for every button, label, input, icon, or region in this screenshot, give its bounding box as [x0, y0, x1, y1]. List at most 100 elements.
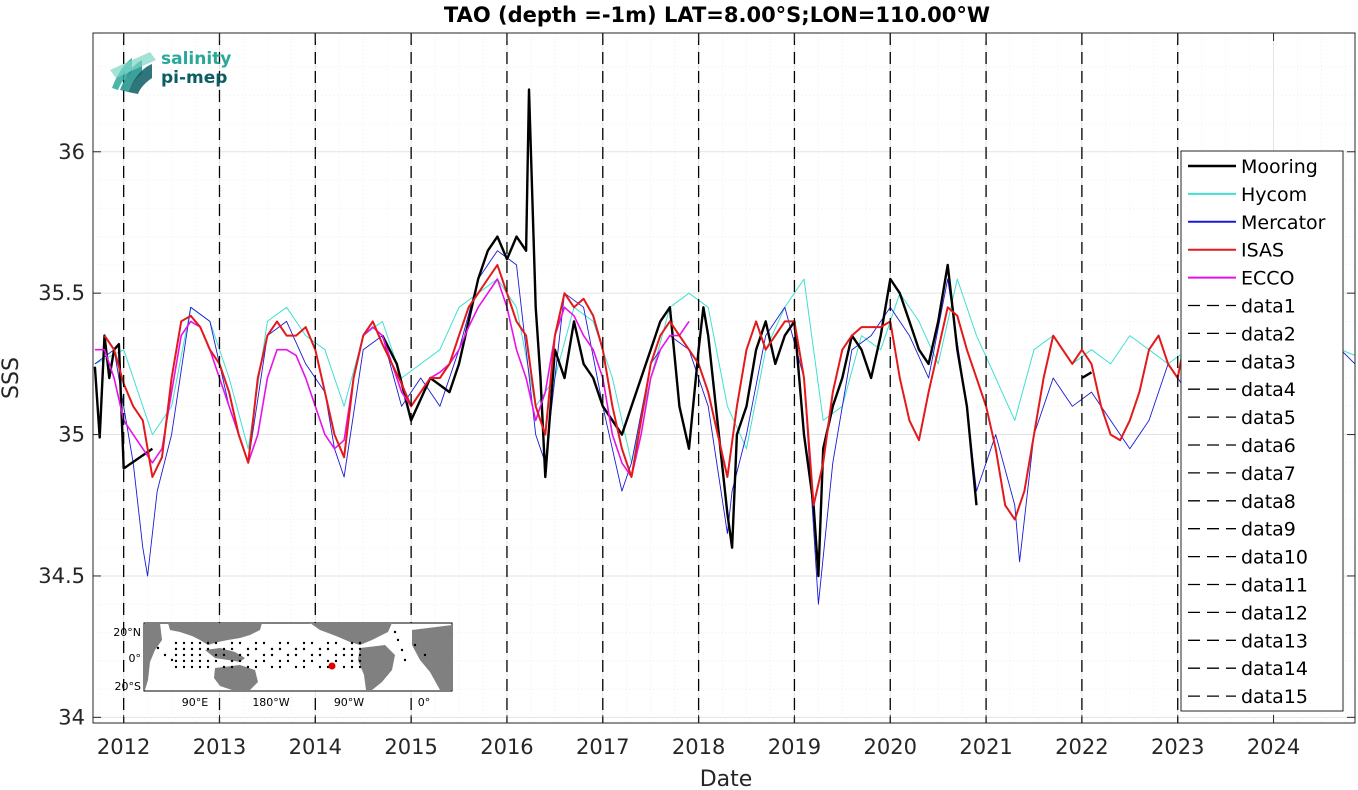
legend-label-data15: data15	[1241, 686, 1308, 708]
buoy-dot	[318, 665, 322, 669]
map-lon-label-180w: 180°W	[252, 696, 289, 709]
x-tick-label: 2019	[768, 735, 821, 759]
buoy-dot	[278, 659, 282, 663]
buoy-dot	[302, 665, 306, 669]
series-layer	[93, 88, 1356, 605]
x-tick-label: 2014	[289, 735, 342, 759]
buoy-dot	[222, 665, 226, 669]
buoy-dot	[342, 665, 346, 669]
legend-label-data6: data6	[1241, 435, 1296, 457]
buoy-dot	[400, 648, 404, 652]
buoy-dot	[350, 665, 354, 669]
legend-label-isas: ISAS	[1241, 240, 1284, 262]
buoy-dot	[294, 653, 298, 657]
buoy-dot	[350, 653, 354, 657]
inset-map: 20°N 0° 20°S 90°E 180°W 90°W 0°	[113, 622, 453, 709]
buoy-dot	[358, 647, 362, 651]
buoy-dot	[396, 638, 400, 642]
buoy-dot	[310, 641, 314, 645]
buoy-dot	[230, 647, 234, 651]
buoy-dot	[358, 665, 362, 669]
legend-label-mercator: Mercator	[1241, 212, 1326, 234]
series-line-isas	[103, 263, 1198, 521]
buoy-dot	[286, 659, 290, 663]
buoy-dot	[393, 630, 397, 634]
buoy-dot	[198, 665, 202, 669]
map-lon-label-90e: 90°E	[182, 696, 208, 709]
y-tick-label: 36	[58, 140, 85, 164]
buoy-dot	[294, 665, 298, 669]
legend-label-data3: data3	[1241, 351, 1296, 373]
buoy-dot	[174, 665, 178, 669]
buoy-dot	[270, 647, 274, 651]
buoy-dot	[318, 647, 322, 651]
west-africa-landmass	[412, 625, 452, 690]
buoy-dot	[206, 647, 210, 651]
buoy-dot	[246, 647, 250, 651]
australia-landmass	[214, 665, 258, 690]
map-lat-label-0: 0°	[129, 652, 142, 665]
buoy-dot	[174, 647, 178, 651]
legend-label-data12: data12	[1241, 602, 1308, 624]
legend-entries: Mooring Hycom Mercator ISAS ECCO data1 data2 da…	[1188, 156, 1326, 708]
series-line-mooring	[1081, 371, 1093, 380]
buoy-dot	[358, 641, 362, 645]
buoy-dot	[222, 653, 226, 657]
buoy-dot	[350, 647, 354, 651]
buoy-dot	[286, 641, 290, 645]
buoy-dot	[163, 653, 167, 657]
y-tick-label: 35	[58, 423, 85, 447]
series-line-mercator	[94, 250, 1356, 605]
pimep-logo: salinity pi-mep	[110, 49, 231, 94]
buoy-dot	[294, 647, 298, 651]
y-axis-label: SSS	[0, 357, 24, 399]
series-line-hycom	[94, 278, 1356, 464]
buoy-dot	[310, 659, 314, 663]
legend-label-data14: data14	[1241, 658, 1308, 680]
buoy-dot	[182, 647, 186, 651]
x-axis-ticks: 2012 2013 2014 2015 2016 2017 2018 2019 2020 2021…	[97, 33, 1300, 759]
buoy-dot	[254, 659, 258, 663]
buoy-dot	[262, 659, 266, 663]
buoy-dot	[246, 665, 250, 669]
buoy-dot	[198, 641, 202, 645]
buoy-dot	[238, 641, 242, 645]
asia-landmass	[168, 623, 262, 645]
buoy-dot	[156, 646, 160, 650]
buoy-dot	[174, 641, 178, 645]
y-tick-label: 34.5	[38, 564, 85, 588]
buoy-dot	[230, 641, 234, 645]
series-line-mooring	[93, 334, 154, 470]
x-tick-label: 2022	[1055, 735, 1108, 759]
buoy-dot	[318, 653, 322, 657]
legend-label-data9: data9	[1241, 519, 1296, 541]
y-tick-label: 34	[58, 705, 85, 729]
buoy-dot	[270, 665, 274, 669]
legend: Mooring Hycom Mercator ISAS ECCO data1 data2 da…	[1180, 150, 1344, 712]
buoy-dot	[350, 641, 354, 645]
buoy-array-markers	[156, 630, 427, 669]
x-tick-label: 2023	[1151, 735, 1204, 759]
buoy-dot	[182, 659, 186, 663]
year-divider-lines	[123, 33, 1179, 723]
buoy-dot	[423, 653, 427, 657]
map-lon-label-0: 0°	[418, 696, 431, 709]
buoy-dot	[198, 659, 202, 663]
buoy-dot	[238, 659, 242, 663]
buoy-dot	[222, 647, 226, 651]
map-lon-label-90w: 90°W	[334, 696, 364, 709]
buoy-dot	[262, 653, 266, 657]
legend-box	[1180, 150, 1344, 712]
buoy-dot	[326, 641, 330, 645]
map-lat-label-20n: 20°N	[113, 626, 141, 639]
legend-label-ecco: ECCO	[1241, 268, 1295, 290]
buoy-dot	[254, 665, 258, 669]
buoy-dot	[198, 653, 202, 657]
buoy-dot	[403, 658, 407, 662]
buoy-dot	[334, 641, 338, 645]
buoy-dot	[230, 665, 234, 669]
x-tick-label: 2017	[576, 735, 629, 759]
legend-label-hycom: Hycom	[1241, 184, 1307, 206]
buoy-dot	[190, 659, 194, 663]
x-tick-label: 2020	[864, 735, 917, 759]
